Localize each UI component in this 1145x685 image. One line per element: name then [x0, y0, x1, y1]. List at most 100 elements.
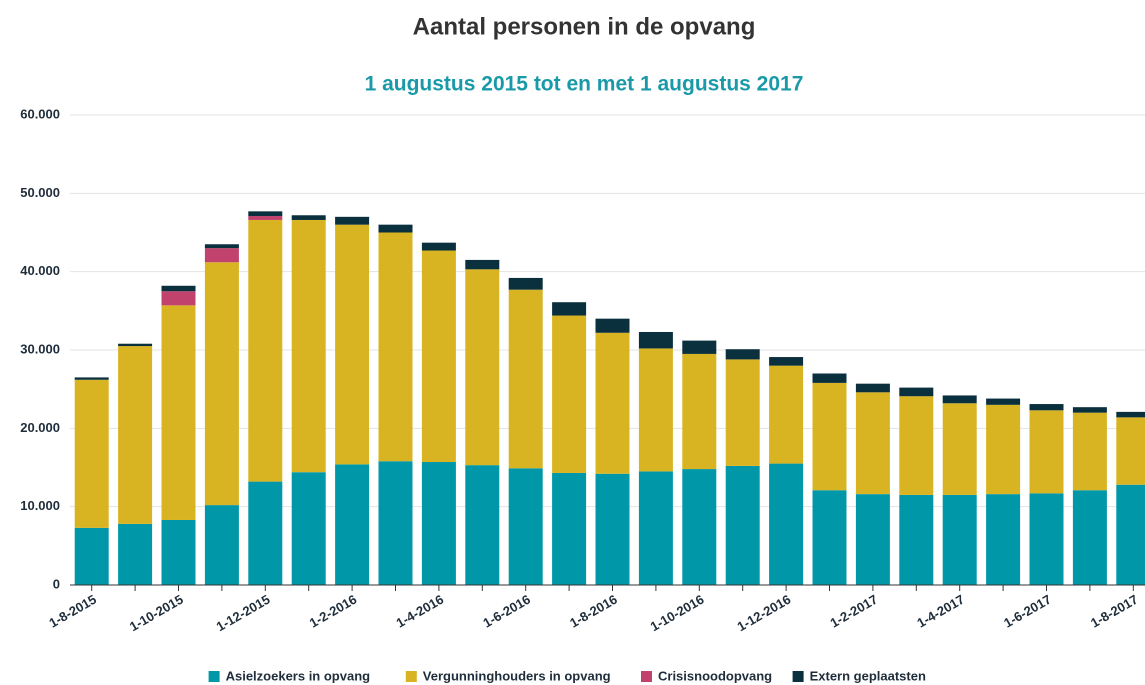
bar-segment — [118, 523, 153, 585]
bar-segment — [682, 340, 717, 354]
bar-segment — [769, 365, 804, 464]
bar-segment — [942, 403, 977, 495]
x-tick-label: 1-4-2017 — [914, 592, 967, 631]
y-tick-label: 0 — [53, 576, 60, 591]
bar-segment — [899, 387, 934, 397]
bar-segment — [986, 404, 1021, 495]
bar-segment — [899, 494, 934, 585]
bar-segment — [378, 232, 413, 462]
bar-segment — [161, 285, 196, 292]
legend-swatch — [641, 671, 652, 682]
y-tick-label: 50.000 — [20, 185, 60, 200]
bar-segment — [335, 224, 370, 465]
x-tick-label: 1-10-2015 — [127, 592, 186, 635]
bar-segment — [508, 468, 543, 585]
bar-segment — [291, 215, 326, 220]
bar-segment — [421, 462, 456, 585]
bar-segment — [1116, 411, 1145, 418]
legend-swatch — [405, 671, 417, 682]
legend-label: Asielzoekers in opvang — [226, 668, 371, 683]
bar-segment — [118, 343, 153, 347]
bar-segment — [204, 505, 239, 585]
y-tick-label: 30.000 — [20, 341, 60, 356]
bar-segment — [508, 289, 543, 469]
x-tick-label: 1-10-2016 — [648, 592, 707, 635]
bar-segment — [1116, 484, 1145, 585]
bar-segment — [855, 494, 890, 585]
bar-segment — [118, 346, 153, 524]
bar-segment — [204, 262, 239, 506]
bar-segment — [508, 277, 543, 290]
bar-segment — [74, 377, 109, 380]
legend-swatch — [208, 671, 220, 682]
bar-segment — [378, 224, 413, 233]
bar-segment — [812, 382, 847, 491]
bar-segment — [552, 472, 587, 585]
bar-segment — [986, 494, 1021, 585]
bar-segment — [682, 353, 717, 470]
bar-segment — [204, 244, 239, 249]
bar-segment — [74, 379, 109, 528]
bar-segment — [204, 248, 239, 263]
bar-segment — [552, 315, 587, 473]
bar-segment — [421, 250, 456, 463]
bar-segment — [1072, 412, 1107, 491]
legend-label: Crisisnoodopvang — [658, 668, 772, 683]
bar-segment — [465, 465, 500, 585]
bar-segment — [1029, 404, 1064, 411]
bar-segment — [161, 291, 196, 306]
bar-segment — [465, 269, 500, 466]
bar-segment — [74, 527, 109, 585]
bar-segment — [725, 465, 760, 585]
bar-segment — [595, 473, 630, 585]
bar-segment — [812, 373, 847, 383]
y-tick-label: 60.000 — [20, 106, 60, 121]
bar-segment — [638, 331, 673, 349]
legend-label: Vergunninghouders in opvang — [423, 668, 611, 683]
bar-segment — [942, 494, 977, 585]
bar-segment — [248, 481, 283, 585]
chart-subtitle: 1 augustus 2015 tot en met 1 augustus 20… — [365, 73, 804, 96]
chart-title: Aantal personen in de opvang — [413, 13, 756, 40]
bar-segment — [161, 519, 196, 585]
bar-segment — [291, 219, 326, 473]
x-tick-label: 1-12-2016 — [734, 592, 793, 635]
bar-segment — [725, 349, 760, 360]
x-tick-label: 1-8-2015 — [46, 592, 99, 631]
bar-segment — [378, 461, 413, 585]
bar-segment — [638, 348, 673, 472]
x-tick-label: 1-4-2016 — [394, 592, 447, 631]
bar-segment — [248, 211, 283, 217]
bar-segment — [335, 464, 370, 585]
bar-segment — [161, 305, 196, 520]
y-tick-label: 40.000 — [20, 263, 60, 278]
bar-segment — [552, 302, 587, 316]
bar-segment — [335, 216, 370, 225]
bar-segment — [595, 318, 630, 333]
bar-segment — [725, 359, 760, 466]
bar-segment — [986, 398, 1021, 405]
x-tick-label: 1-2-2017 — [828, 592, 881, 631]
bar-segment — [248, 219, 283, 482]
bar-segment — [682, 469, 717, 585]
bar-segment — [1029, 493, 1064, 585]
bar-segment — [1116, 417, 1145, 485]
x-tick-label: 1-2-2016 — [307, 592, 360, 631]
bar-segment — [595, 332, 630, 474]
bar-segment — [899, 396, 934, 495]
bar-segment — [638, 471, 673, 585]
bar-segment — [769, 357, 804, 366]
y-tick-label: 20.000 — [20, 420, 60, 435]
x-tick-label: 1-8-2016 — [567, 592, 620, 631]
bar-segment — [812, 490, 847, 585]
bar-segment — [465, 259, 500, 270]
bar-segment — [421, 242, 456, 251]
bar-segment — [291, 472, 326, 585]
legend-swatch — [792, 671, 804, 682]
bar-segment — [1029, 410, 1064, 494]
bar-segment — [855, 383, 890, 393]
bar-segment — [855, 392, 890, 495]
bar-segment — [769, 463, 804, 585]
bar-segment — [942, 395, 977, 404]
